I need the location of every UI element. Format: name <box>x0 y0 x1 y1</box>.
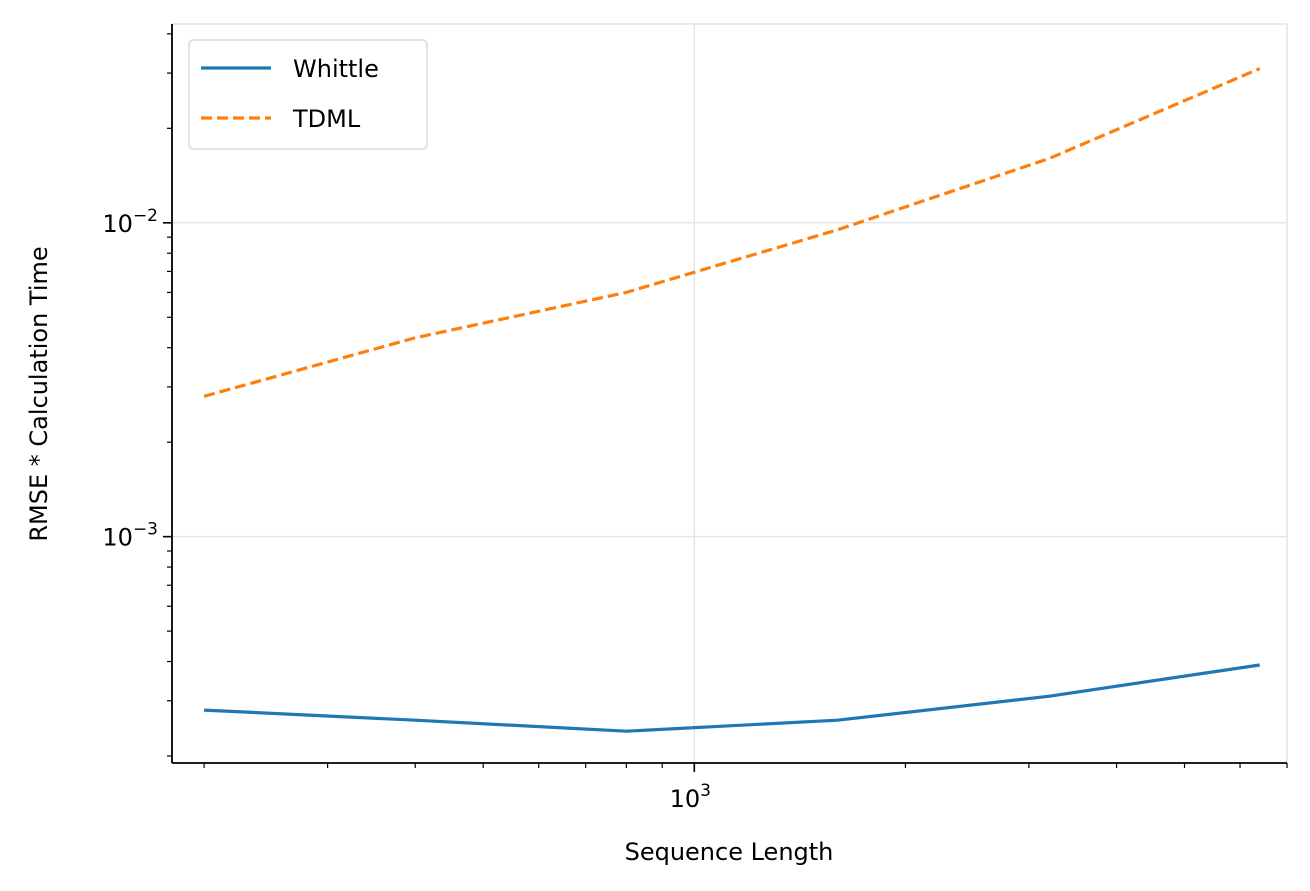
legend-label-tdml: TDML <box>292 105 361 133</box>
legend: Whittle TDML <box>188 39 428 150</box>
major-ticks <box>163 222 696 772</box>
series-line-tdml <box>203 67 1261 398</box>
legend-label-whittle: Whittle <box>293 55 379 83</box>
series-line-whittle <box>204 663 1260 733</box>
y-tick-label: 10−3 <box>102 520 158 552</box>
grid <box>172 24 1287 763</box>
series-layer <box>203 67 1261 733</box>
x-axis-label: Sequence Length <box>625 838 834 866</box>
y-tick-label: 10−2 <box>102 206 158 238</box>
tick-labels: 103 10−3 10−2 <box>102 206 711 813</box>
y-axis-label: RMSE * Calculation Time <box>25 246 53 541</box>
x-tick-label: 103 <box>670 781 711 813</box>
